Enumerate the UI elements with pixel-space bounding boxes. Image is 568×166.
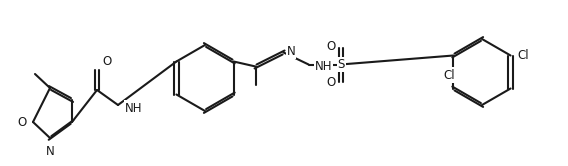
Text: O: O xyxy=(327,76,336,89)
Text: N: N xyxy=(45,145,55,158)
Text: S: S xyxy=(337,58,345,71)
Text: O: O xyxy=(18,116,27,128)
Text: NH: NH xyxy=(125,101,143,115)
Text: Cl: Cl xyxy=(517,49,529,62)
Text: NH: NH xyxy=(315,60,332,73)
Text: Cl: Cl xyxy=(444,69,455,82)
Text: O: O xyxy=(102,55,111,68)
Text: O: O xyxy=(327,40,336,53)
Text: N: N xyxy=(287,45,295,58)
